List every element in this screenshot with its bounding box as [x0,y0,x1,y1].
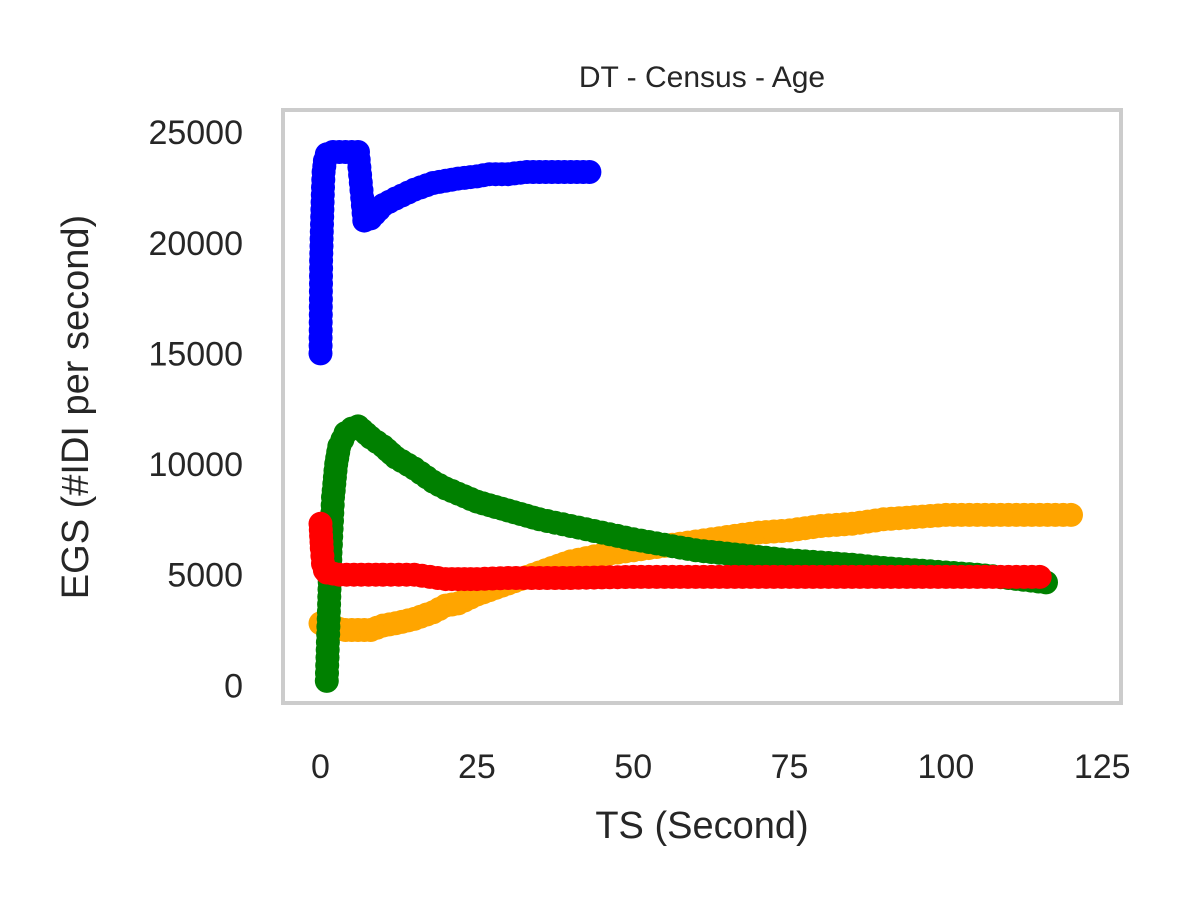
y-tick-label: 15000 [148,335,243,373]
x-tick-label: 25 [458,748,496,786]
y-axis-label: EGS (#IDI per second) [55,215,97,599]
x-axis-ticks: 0 25 50 75 100 125 [311,748,1131,786]
x-tick-label: 100 [918,748,975,786]
y-tick-label: 10000 [148,446,243,484]
series-4 [308,511,1052,592]
series-3 [314,414,1058,693]
x-tick-label: 125 [1074,748,1131,786]
y-axis-ticks: 0 5000 10000 15000 20000 25000 [148,114,243,705]
y-tick-label: 5000 [167,557,243,595]
x-tick-label: 75 [771,748,809,786]
chart-title: DT - Census - Age [579,61,825,94]
series-1-point [577,160,602,184]
series-2-point [1059,502,1083,527]
x-axis-label: TS (Second) [595,805,808,847]
x-tick-label: 0 [311,748,330,786]
y-tick-label: 25000 [148,114,243,152]
y-tick-label: 20000 [148,225,243,263]
series-layer [308,140,1083,693]
x-tick-label: 50 [614,748,652,786]
series-1 [308,140,602,366]
series-4-point [1027,564,1052,589]
y-tick-label: 0 [224,667,243,705]
